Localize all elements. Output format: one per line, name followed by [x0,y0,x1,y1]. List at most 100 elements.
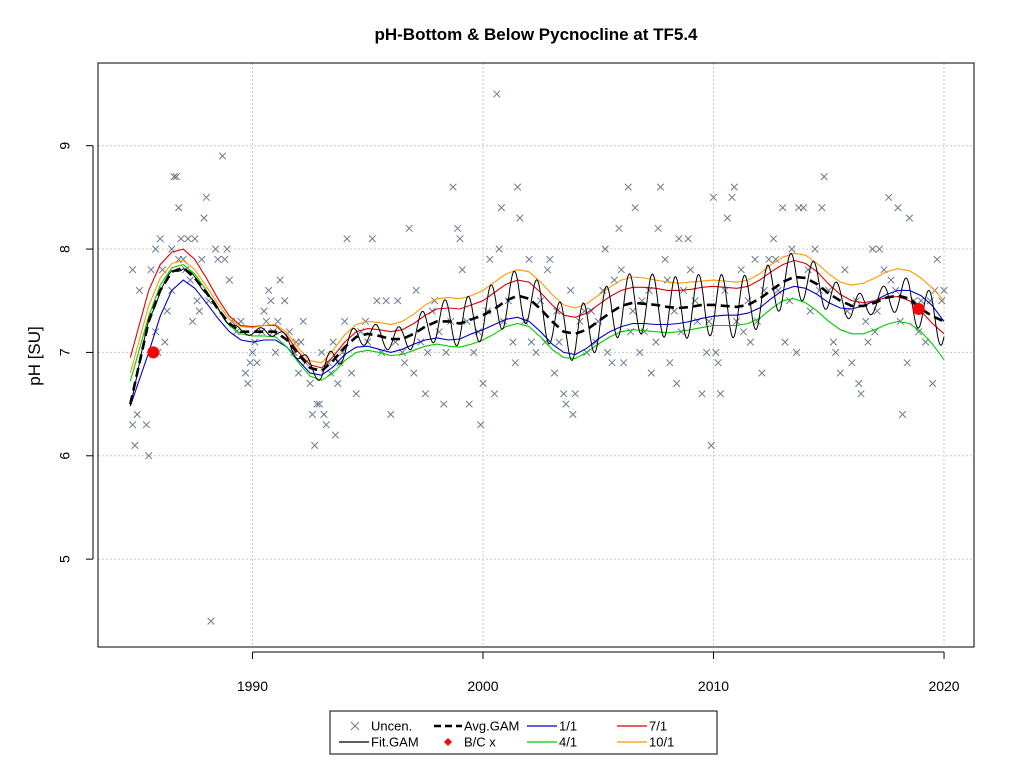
observation-marker [202,193,211,202]
observation-marker [331,431,340,439]
observation-marker [871,328,879,336]
observation-marker [241,369,250,377]
legend-label: 10/1 [649,735,674,750]
observation-marker [271,348,280,357]
observation-marker [306,379,314,388]
observation-marker [297,338,305,346]
observation-marker [294,369,303,377]
observation-marker [442,348,450,357]
y-tick-label: 5 [57,555,73,563]
observation-marker [311,441,319,450]
observation-marker [188,317,197,326]
observation-marker [281,297,289,305]
observation-marker [661,255,669,264]
observation-marker [532,348,540,357]
observation-marker [806,307,814,315]
observation-marker [546,255,554,264]
y-axis-label: pH [SU] [25,326,44,386]
observation-marker [571,390,579,398]
observation-marker [493,90,501,98]
observation-marker [917,297,925,305]
observation-marker [714,359,722,367]
chart-title: pH-Bottom & Below Pycnocline at TF5.4 [374,25,698,44]
observation-marker [723,214,731,222]
observation-marker [820,173,828,181]
series-line-1-1 [129,279,945,407]
observation-marker [675,235,683,243]
bc-markers [147,303,925,359]
observation-marker [313,400,321,408]
observation-marker [739,328,748,336]
observation-marker [569,410,577,419]
observation-marker [449,183,457,191]
y-tick-label: 9 [57,142,73,150]
observation-marker [525,255,533,264]
legend-label: Uncen. [371,719,412,734]
observation-marker [253,359,261,367]
observation-marker [769,235,778,243]
observation-marker [875,245,884,253]
legend: Uncen. Avg.GAM 1/1 7/1 Fit.GAM B/C x 4/1 10/1 [329,710,718,755]
observation-marker [753,317,761,326]
observation-marker [610,276,619,284]
observation-marker [186,276,194,284]
observation-marker [887,276,895,284]
observation-marker [857,390,865,398]
observation-marker [903,359,911,367]
observation-marker [615,224,623,233]
series-lines [129,248,945,407]
observation-marker [131,441,139,450]
observation-marker [864,338,872,346]
observation-marker [905,214,914,222]
observation-marker [868,245,877,253]
fit-gam-line [129,252,945,406]
observation-marker [200,214,208,222]
observation-marker [666,359,674,367]
observation-marker [458,266,466,274]
observation-marker [608,359,616,367]
observation-marker [629,307,637,315]
observation-marker [322,421,330,429]
observation-marker [387,410,395,419]
observation-marker [486,255,494,264]
observation-marker [576,317,584,326]
observation-marker [603,348,612,357]
observation-marker [509,338,517,346]
y-tick-label: 6 [57,452,73,460]
observation-marker [470,348,478,357]
observation-marker [631,204,639,212]
observation-marker [855,379,863,388]
observation-marker [394,297,402,305]
observation-marker [145,452,153,460]
observation-marker [792,348,801,357]
observation-marker [410,369,418,377]
observation-marker [463,317,471,326]
legend-swatch [350,721,360,731]
observation-marker [785,297,794,305]
observation-marker [686,266,695,274]
x-tick-label: 2000 [467,678,498,694]
observation-marker [758,369,766,377]
legend-label: 4/1 [559,735,577,750]
observation-marker [151,245,160,253]
observation-marker [818,204,826,212]
observation-marker [195,307,204,315]
observation-marker [361,317,370,326]
observation-marker [343,235,351,243]
observation-marker [779,204,787,212]
observation-marker [246,359,254,367]
observation-marker [276,276,284,284]
observation-marker [490,390,499,398]
observation-marker [707,441,715,450]
observation-marker [244,379,252,388]
observation-marker [207,617,215,625]
observation-marker [147,266,155,274]
observation-marker [513,183,522,191]
observation-marker [555,338,563,346]
observation-marker [352,390,360,398]
observation-marker [848,359,856,367]
observation-marker [382,297,390,305]
observation-marker [156,235,164,243]
